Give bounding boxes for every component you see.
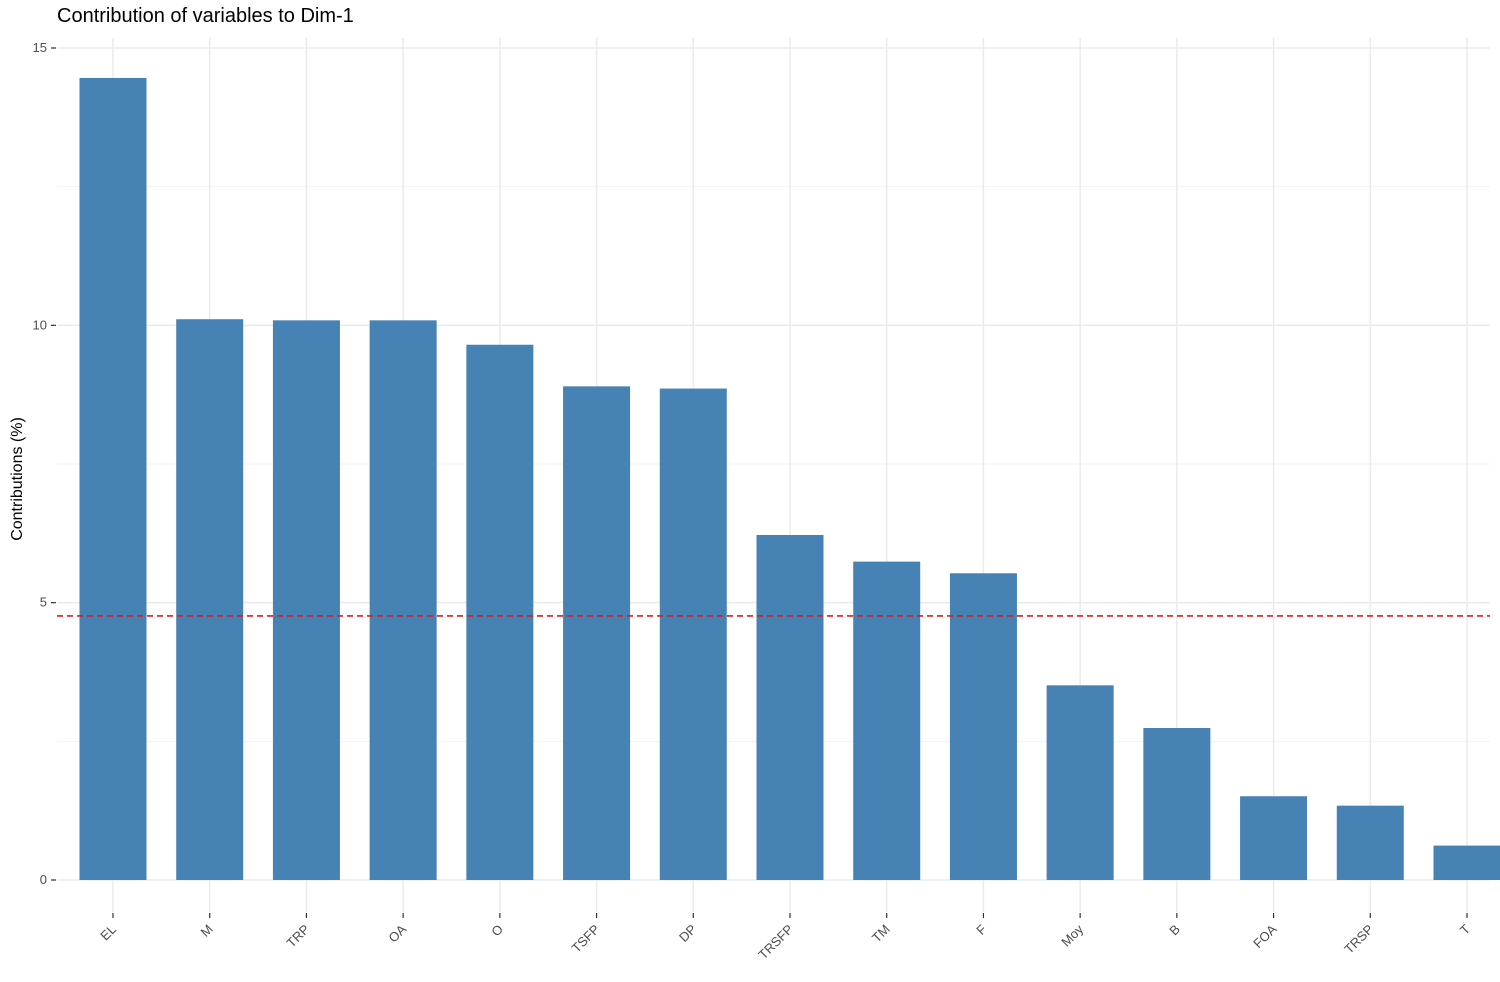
bar-tm [853, 561, 921, 880]
y-tick-label: 10 [33, 317, 47, 332]
x-tick-label-moy: Moy [1058, 921, 1086, 949]
x-axis: EL M TRP OA O TSFP DP TRSFP TM F Moy B FOA TRSP T [97, 913, 1473, 962]
bar-oa [369, 320, 437, 881]
x-tick-label-oa: OA [385, 921, 409, 945]
x-tick-label-o: O [488, 922, 506, 940]
x-tick-label-t: T [1457, 921, 1473, 937]
y-tick-label: 15 [33, 40, 47, 55]
bar-t [1433, 845, 1500, 880]
bar-foa [1240, 796, 1308, 880]
x-tick-label-trp: TRP [284, 922, 313, 951]
x-tick-label-tsfp: TSFP [569, 922, 603, 956]
bar-tsfp [563, 386, 631, 880]
x-tick-label-m: M [198, 922, 216, 940]
bar-b [1143, 728, 1211, 880]
bar-m [176, 319, 244, 880]
bar-trsp [1336, 805, 1404, 880]
x-tick-label-el: EL [97, 922, 119, 944]
y-tick-label: 0 [40, 872, 47, 887]
bar-f [949, 573, 1017, 880]
x-tick-label-trsp: TRSP [1341, 922, 1376, 957]
x-tick-label-foa: FOA [1250, 921, 1280, 951]
y-axis: 0 5 10 15 [33, 40, 56, 887]
y-axis-title: Contributions (%) [9, 417, 26, 541]
bar-o [466, 344, 534, 880]
x-tick-label-dp: DP [676, 922, 699, 945]
y-tick-label: 5 [40, 595, 47, 610]
bar-trp [272, 320, 340, 881]
x-tick-label-tm: TM [869, 922, 893, 946]
chart-title: Contribution of variables to Dim-1 [57, 5, 354, 27]
bar-moy [1046, 685, 1114, 880]
bar-el [79, 77, 147, 880]
x-tick-label-b: B [1166, 922, 1183, 939]
bar-dp [659, 388, 727, 880]
x-tick-label-trsfp: TRSFP [755, 922, 796, 963]
bars [79, 77, 1500, 881]
x-tick-label-f: F [973, 921, 989, 937]
bar-trsfp [756, 534, 824, 880]
